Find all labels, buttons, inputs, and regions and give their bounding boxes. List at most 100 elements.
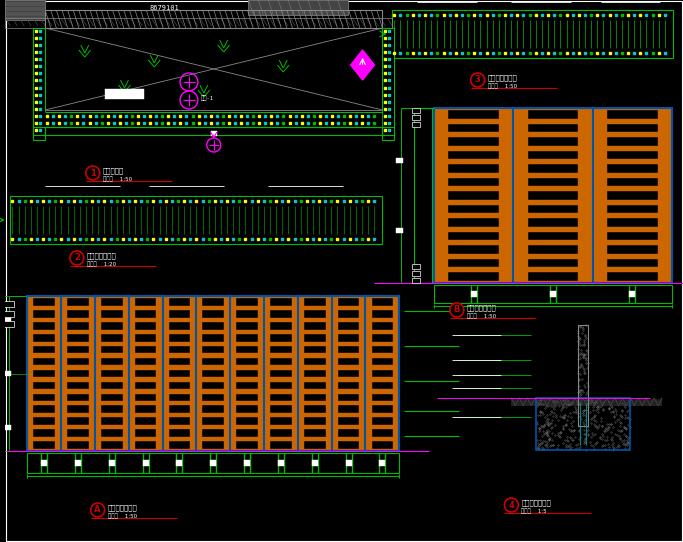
Bar <box>270 441 292 449</box>
Bar <box>202 334 224 341</box>
Bar <box>4 371 12 376</box>
Bar <box>33 417 55 425</box>
Bar <box>45 10 382 28</box>
Bar <box>372 322 393 330</box>
Bar <box>607 205 658 213</box>
Bar <box>372 405 393 413</box>
Bar <box>101 405 123 413</box>
Bar <box>45 28 382 110</box>
Bar <box>528 259 579 267</box>
Bar <box>236 417 258 425</box>
Bar <box>372 393 393 401</box>
Bar <box>607 218 658 227</box>
Text: A: A <box>94 506 101 514</box>
Bar <box>270 322 292 330</box>
Bar <box>448 245 499 254</box>
Bar <box>448 272 499 281</box>
Bar <box>372 417 393 425</box>
Bar <box>202 382 224 389</box>
Bar <box>67 429 89 437</box>
Bar <box>599 398 607 406</box>
Bar <box>434 108 672 283</box>
Bar <box>412 115 420 120</box>
Bar <box>512 398 519 406</box>
Bar <box>33 393 55 401</box>
Bar <box>101 310 123 318</box>
Bar <box>169 298 191 306</box>
Bar <box>202 346 224 353</box>
Bar <box>646 398 654 406</box>
Bar <box>337 370 359 377</box>
Bar <box>101 393 123 401</box>
Bar <box>654 398 662 406</box>
Bar <box>270 370 292 377</box>
Bar <box>101 334 123 341</box>
Bar <box>337 417 359 425</box>
Text: 1: 1 <box>89 169 96 177</box>
Bar <box>270 298 292 306</box>
Bar <box>67 346 89 353</box>
Bar <box>578 325 588 426</box>
Bar <box>202 429 224 437</box>
Text: 比例尺    1:50: 比例尺 1:50 <box>466 313 496 319</box>
Bar <box>169 334 191 341</box>
Bar <box>528 178 579 186</box>
Bar <box>270 405 292 413</box>
Bar <box>528 218 579 227</box>
Bar <box>135 393 156 401</box>
Bar <box>202 310 224 318</box>
Bar <box>434 285 672 303</box>
Bar <box>607 398 615 406</box>
Bar <box>244 460 250 466</box>
Bar <box>270 417 292 425</box>
Bar <box>135 346 156 353</box>
Bar <box>337 310 359 318</box>
Bar <box>448 205 499 213</box>
Polygon shape <box>350 50 374 80</box>
Bar <box>337 441 359 449</box>
Bar <box>607 272 658 281</box>
Bar <box>630 291 635 297</box>
Bar <box>304 310 326 318</box>
Bar <box>337 358 359 365</box>
Bar <box>396 228 403 233</box>
Bar <box>101 382 123 389</box>
Bar <box>448 178 499 186</box>
Bar <box>412 108 420 113</box>
Bar <box>169 358 191 365</box>
Bar <box>169 370 191 377</box>
Bar <box>5 0 45 20</box>
Bar <box>607 245 658 254</box>
Circle shape <box>86 166 100 180</box>
Bar <box>337 393 359 401</box>
Text: 比例尺    1:50: 比例尺 1:50 <box>102 176 132 182</box>
Bar <box>202 358 224 365</box>
Bar <box>519 398 527 406</box>
Bar <box>33 310 55 318</box>
Bar <box>101 429 123 437</box>
Text: B: B <box>454 306 460 314</box>
Bar <box>337 322 359 330</box>
Circle shape <box>471 73 485 87</box>
Bar <box>33 358 55 365</box>
Bar <box>67 322 89 330</box>
Bar <box>135 370 156 377</box>
Bar <box>607 191 658 200</box>
Bar <box>135 358 156 365</box>
Bar <box>67 382 89 389</box>
Bar <box>211 131 217 136</box>
Bar <box>101 417 123 425</box>
Bar <box>414 108 432 283</box>
Bar <box>45 112 382 127</box>
Bar <box>304 322 326 330</box>
Bar <box>135 429 156 437</box>
Bar <box>543 398 551 406</box>
Bar <box>33 370 55 377</box>
Bar <box>337 405 359 413</box>
Bar <box>607 137 658 146</box>
Bar <box>202 393 224 401</box>
Bar <box>304 417 326 425</box>
Text: 比例尺    1:50: 比例尺 1:50 <box>488 83 517 89</box>
Bar <box>101 370 123 377</box>
Bar <box>528 111 579 119</box>
